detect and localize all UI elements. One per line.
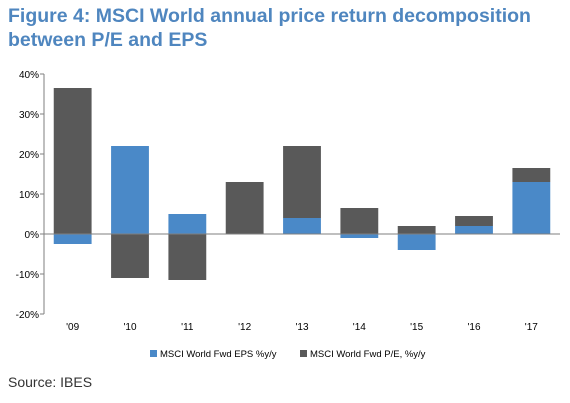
legend: MSCI World Fwd EPS %y/y MSCI World Fwd P/…: [150, 349, 426, 360]
legend-label: MSCI World Fwd P/E, %y/y: [310, 349, 426, 360]
x-tick-labels: '09 '10 '11 '12 '13 '14 '15 '16 '17: [66, 322, 538, 333]
y-tick-labels: 40% 30% 20% 10% 0% -10% -20%: [16, 70, 39, 321]
x-tick-label: '15: [410, 322, 423, 333]
bar-eps: [397, 234, 436, 250]
bar-pe: [455, 216, 493, 226]
y-tick-label: 10%: [19, 190, 39, 201]
bar-pe: [168, 234, 207, 280]
bar-eps: [168, 214, 207, 234]
x-tick-label: '14: [353, 322, 366, 333]
bar-pe: [53, 88, 92, 234]
x-tick-label: '13: [295, 322, 308, 333]
x-tick-label: '09: [66, 322, 79, 333]
legend-label: MSCI World Fwd EPS %y/y: [160, 349, 277, 360]
bar-pe: [111, 234, 149, 278]
y-tick-label: 0%: [25, 230, 40, 241]
legend-swatch: [150, 350, 157, 357]
y-tick-marks: [40, 73, 44, 315]
legend-swatch: [300, 350, 307, 357]
y-tick-label: -10%: [16, 270, 39, 281]
chart-title: Figure 4: MSCI World annual price return…: [8, 5, 531, 51]
bars: [53, 88, 551, 280]
x-tick-label: '17: [525, 322, 538, 333]
bar-pe: [283, 146, 321, 218]
y-tick-label: -20%: [16, 310, 39, 321]
x-tick-label: '11: [181, 322, 194, 333]
bar-eps: [340, 234, 379, 238]
x-tick-label: '16: [467, 322, 480, 333]
bar-pe: [397, 226, 436, 234]
bar-eps: [455, 226, 493, 234]
source-note: Source: IBES: [8, 374, 93, 390]
y-tick-label: 20%: [19, 150, 39, 161]
bar-pe: [340, 208, 379, 234]
y-tick-label: 30%: [19, 110, 39, 121]
bar-eps: [111, 146, 149, 234]
bar-pe: [512, 168, 551, 182]
x-tick-label: '10: [123, 322, 136, 333]
y-tick-label: 40%: [19, 70, 39, 81]
bar-eps: [283, 218, 321, 234]
bar-eps: [512, 182, 551, 234]
bar-pe: [225, 182, 264, 234]
bar-eps: [53, 234, 92, 244]
x-tick-label: '12: [238, 322, 251, 333]
